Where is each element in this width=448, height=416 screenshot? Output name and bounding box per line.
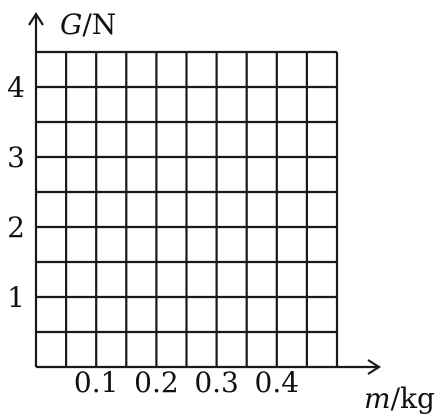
x-tick-label: 0.2 [134, 366, 179, 399]
y-tick-label: 4 [7, 71, 25, 104]
y-axis-unit: /N [82, 8, 116, 41]
y-tick-label: 2 [7, 211, 25, 244]
x-tick-label: 0.3 [194, 366, 239, 399]
y-axis-arrow-icon [28, 11, 44, 26]
x-axis-arrow-icon [367, 359, 382, 375]
y-axis-title: G/N [60, 8, 116, 41]
y-tick-label: 1 [7, 281, 25, 314]
x-axis-var: m [364, 382, 391, 415]
y-axis-var: G [60, 8, 82, 41]
tick-labels: 0.1 0.2 0.3 0.4 1 2 3 4 [7, 71, 299, 399]
axes [28, 11, 382, 375]
grid [36, 50, 339, 367]
y-tick-label: 3 [7, 141, 25, 174]
x-tick-label: 0.4 [255, 366, 300, 399]
x-axis-title: m/kg [364, 382, 435, 415]
x-tick-label: 0.1 [74, 366, 119, 399]
x-axis-unit: /kg [391, 382, 435, 415]
